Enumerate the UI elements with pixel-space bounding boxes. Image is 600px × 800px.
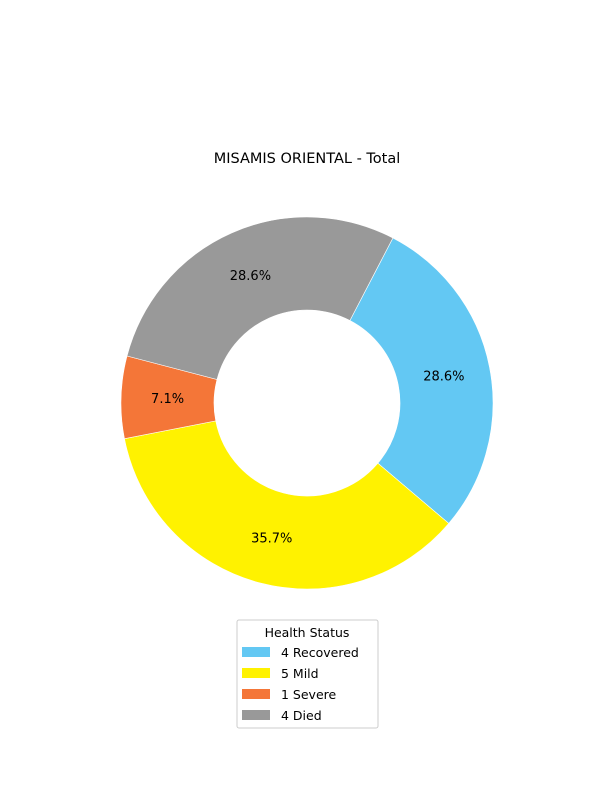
slice-died — [126, 216, 394, 380]
legend-label: 1 Severe — [281, 687, 337, 702]
legend-swatch — [242, 668, 270, 678]
legend-swatch — [242, 689, 270, 699]
percentage-labels: 28.6% 35.7% 7.1% 28.6% — [151, 269, 465, 546]
slice-mild — [124, 420, 450, 590]
legend-label: 5 Mild — [281, 666, 319, 681]
slice-recovered — [349, 237, 494, 524]
legend-label: 4 Recovered — [281, 645, 359, 660]
legend-frame — [236, 619, 379, 729]
pct-label-severe: 7.1% — [151, 392, 184, 407]
legend-swatch — [242, 710, 270, 720]
legend-swatch — [242, 647, 270, 657]
chart-title: MISAMIS ORIENTAL - Total — [214, 151, 401, 167]
pct-label-mild: 35.7% — [251, 531, 292, 546]
slices-group — [120, 216, 494, 590]
legend-title: Health Status — [265, 625, 350, 640]
legend-label: 4 Died — [281, 708, 322, 723]
pct-label-recovered: 28.6% — [423, 370, 464, 385]
pct-label-died: 28.6% — [230, 269, 271, 284]
legend-items: 4 Recovered 5 Mild 1 Severe 4 Died — [242, 645, 359, 723]
